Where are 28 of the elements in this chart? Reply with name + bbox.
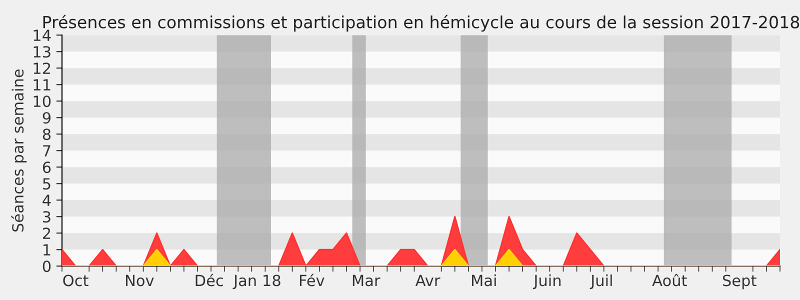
y-tick-label: 7 xyxy=(43,145,50,156)
y-tick-label: 9 xyxy=(42,112,51,124)
y-tick-label: 11 xyxy=(34,79,50,90)
y-tick-label: 2 xyxy=(42,228,50,239)
y-tick-label: 0 xyxy=(42,260,51,272)
y-tick-label: 3 xyxy=(43,211,50,223)
x-tick-label: Août xyxy=(652,274,687,286)
x-tick-label: Nov xyxy=(126,274,154,286)
y-tick-label: 8 xyxy=(42,128,51,140)
x-tick-label: Fév xyxy=(300,274,324,286)
y-tick-label: 12 xyxy=(34,62,50,74)
y-tick-label: 6 xyxy=(42,162,51,174)
x-tick-label: Oct xyxy=(63,274,88,286)
x-tick-label: Mai xyxy=(472,274,496,286)
x-tick-label: Jan 18 xyxy=(232,274,280,290)
x-tick-label: Déc xyxy=(196,274,223,286)
x-tick-label: Avr xyxy=(415,274,440,286)
y-tick-label: 10 xyxy=(34,96,51,108)
x-tick-label: Juin xyxy=(532,274,561,290)
y-tick-label: 5 xyxy=(43,178,50,190)
x-tick-label: Juil xyxy=(590,274,612,290)
y-axis-title: Séances par semaine xyxy=(11,69,27,232)
x-tick-label: Mar xyxy=(352,274,380,286)
y-tick-label: 14 xyxy=(34,30,51,41)
y-tick-label: 13 xyxy=(34,46,50,58)
y-tick-label: 1 xyxy=(44,244,50,256)
y-tick-label: 4 xyxy=(42,194,51,206)
x-tick-label: Sept xyxy=(722,274,756,290)
